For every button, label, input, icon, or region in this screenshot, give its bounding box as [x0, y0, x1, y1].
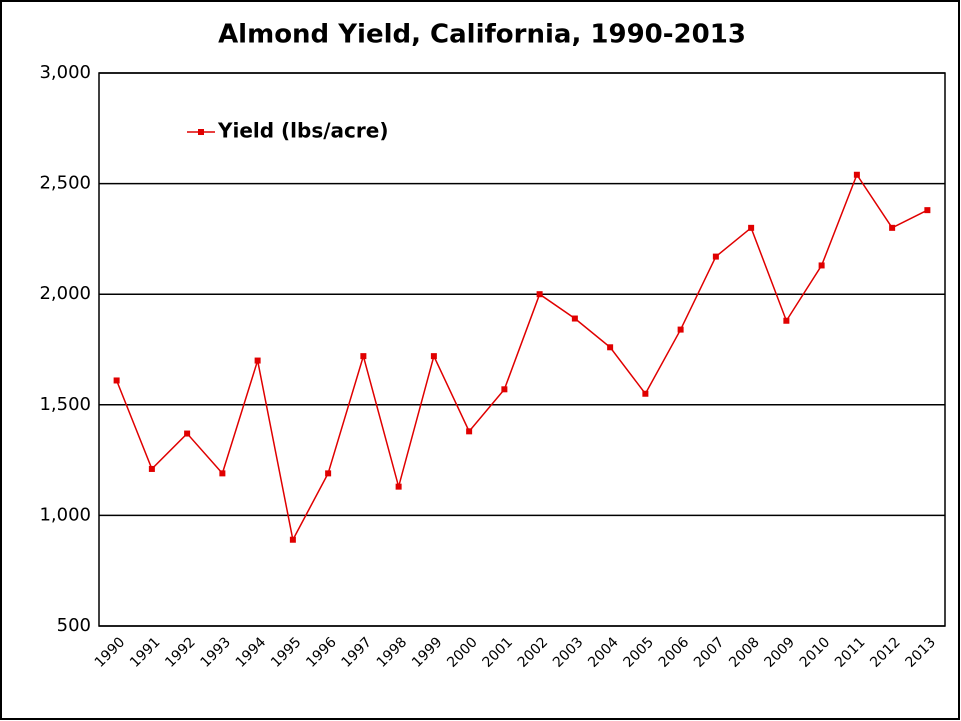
point-marker	[748, 224, 755, 231]
point-marker	[536, 291, 543, 298]
y-tick-label: 1,500	[39, 394, 91, 415]
point-marker	[430, 353, 437, 360]
point-marker	[712, 253, 719, 260]
legend-marker	[198, 129, 204, 135]
chart-title: Almond Yield, California, 1990-2013	[218, 20, 746, 50]
point-marker	[783, 317, 790, 324]
plot-area	[98, 72, 946, 627]
series-line	[115, 173, 928, 542]
point-marker	[113, 377, 120, 384]
point-marker	[924, 207, 931, 214]
point-marker	[325, 470, 332, 477]
y-tick-label: 2,500	[39, 173, 91, 194]
point-marker	[184, 430, 191, 437]
point-marker	[677, 326, 684, 333]
point-marker	[254, 357, 261, 364]
point-marker	[360, 353, 367, 360]
point-marker	[642, 390, 649, 397]
point-marker	[289, 536, 296, 543]
point-marker	[148, 465, 155, 472]
point-marker	[219, 470, 226, 477]
point-marker	[571, 315, 578, 322]
y-tick-label: 3,000	[39, 62, 91, 83]
legend-label: Yield (lbs/acre)	[217, 119, 388, 143]
point-marker	[853, 171, 860, 178]
y-tick-label: 1,000	[39, 504, 91, 525]
point-marker	[607, 344, 614, 351]
point-marker	[889, 224, 896, 231]
y-tick-label: 2,000	[39, 283, 91, 304]
point-marker	[501, 386, 508, 393]
point-marker	[395, 483, 402, 490]
point-marker	[818, 262, 825, 269]
y-tick-label: 500	[57, 615, 91, 636]
point-marker	[466, 428, 473, 435]
